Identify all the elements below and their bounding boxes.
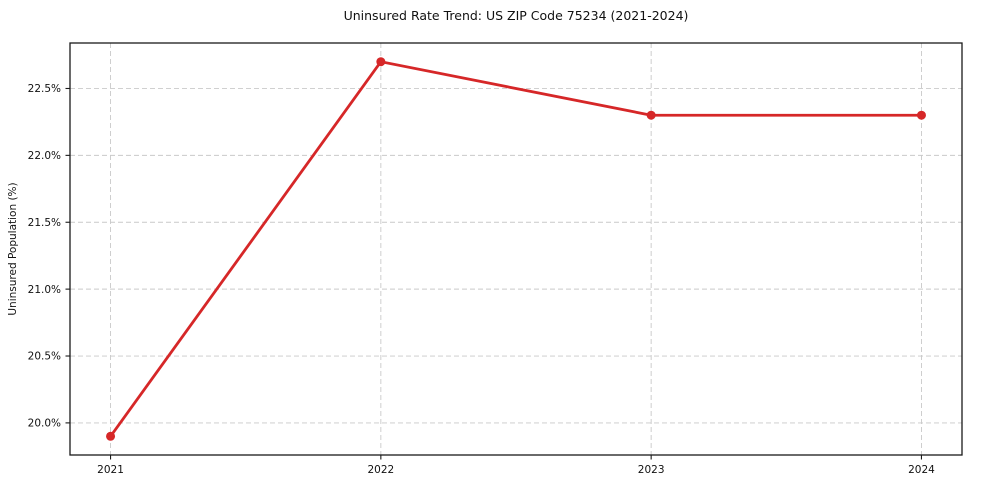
y-tick-label: 21.0% xyxy=(28,284,61,296)
trend-line xyxy=(109,60,923,438)
x-tick-label: 2021 xyxy=(97,464,124,476)
y-tick-label: 20.5% xyxy=(28,351,61,363)
x-tick-label: 2024 xyxy=(908,464,935,476)
y-tick-label: 22.0% xyxy=(28,150,61,162)
plot-border xyxy=(69,42,963,456)
data-point-marker xyxy=(646,110,656,120)
x-tick-label: 2022 xyxy=(367,464,394,476)
chart-title: Uninsured Rate Trend: US ZIP Code 75234 … xyxy=(343,8,689,23)
data-point-marker xyxy=(916,110,926,120)
data-point-marker xyxy=(106,431,116,441)
data-point-marker xyxy=(376,57,386,67)
y-tick-label: 22.5% xyxy=(28,83,61,95)
x-tick-label: 2023 xyxy=(638,464,665,476)
y-tick-label: 21.5% xyxy=(28,217,61,229)
y-tick-label: 20.0% xyxy=(28,418,61,430)
